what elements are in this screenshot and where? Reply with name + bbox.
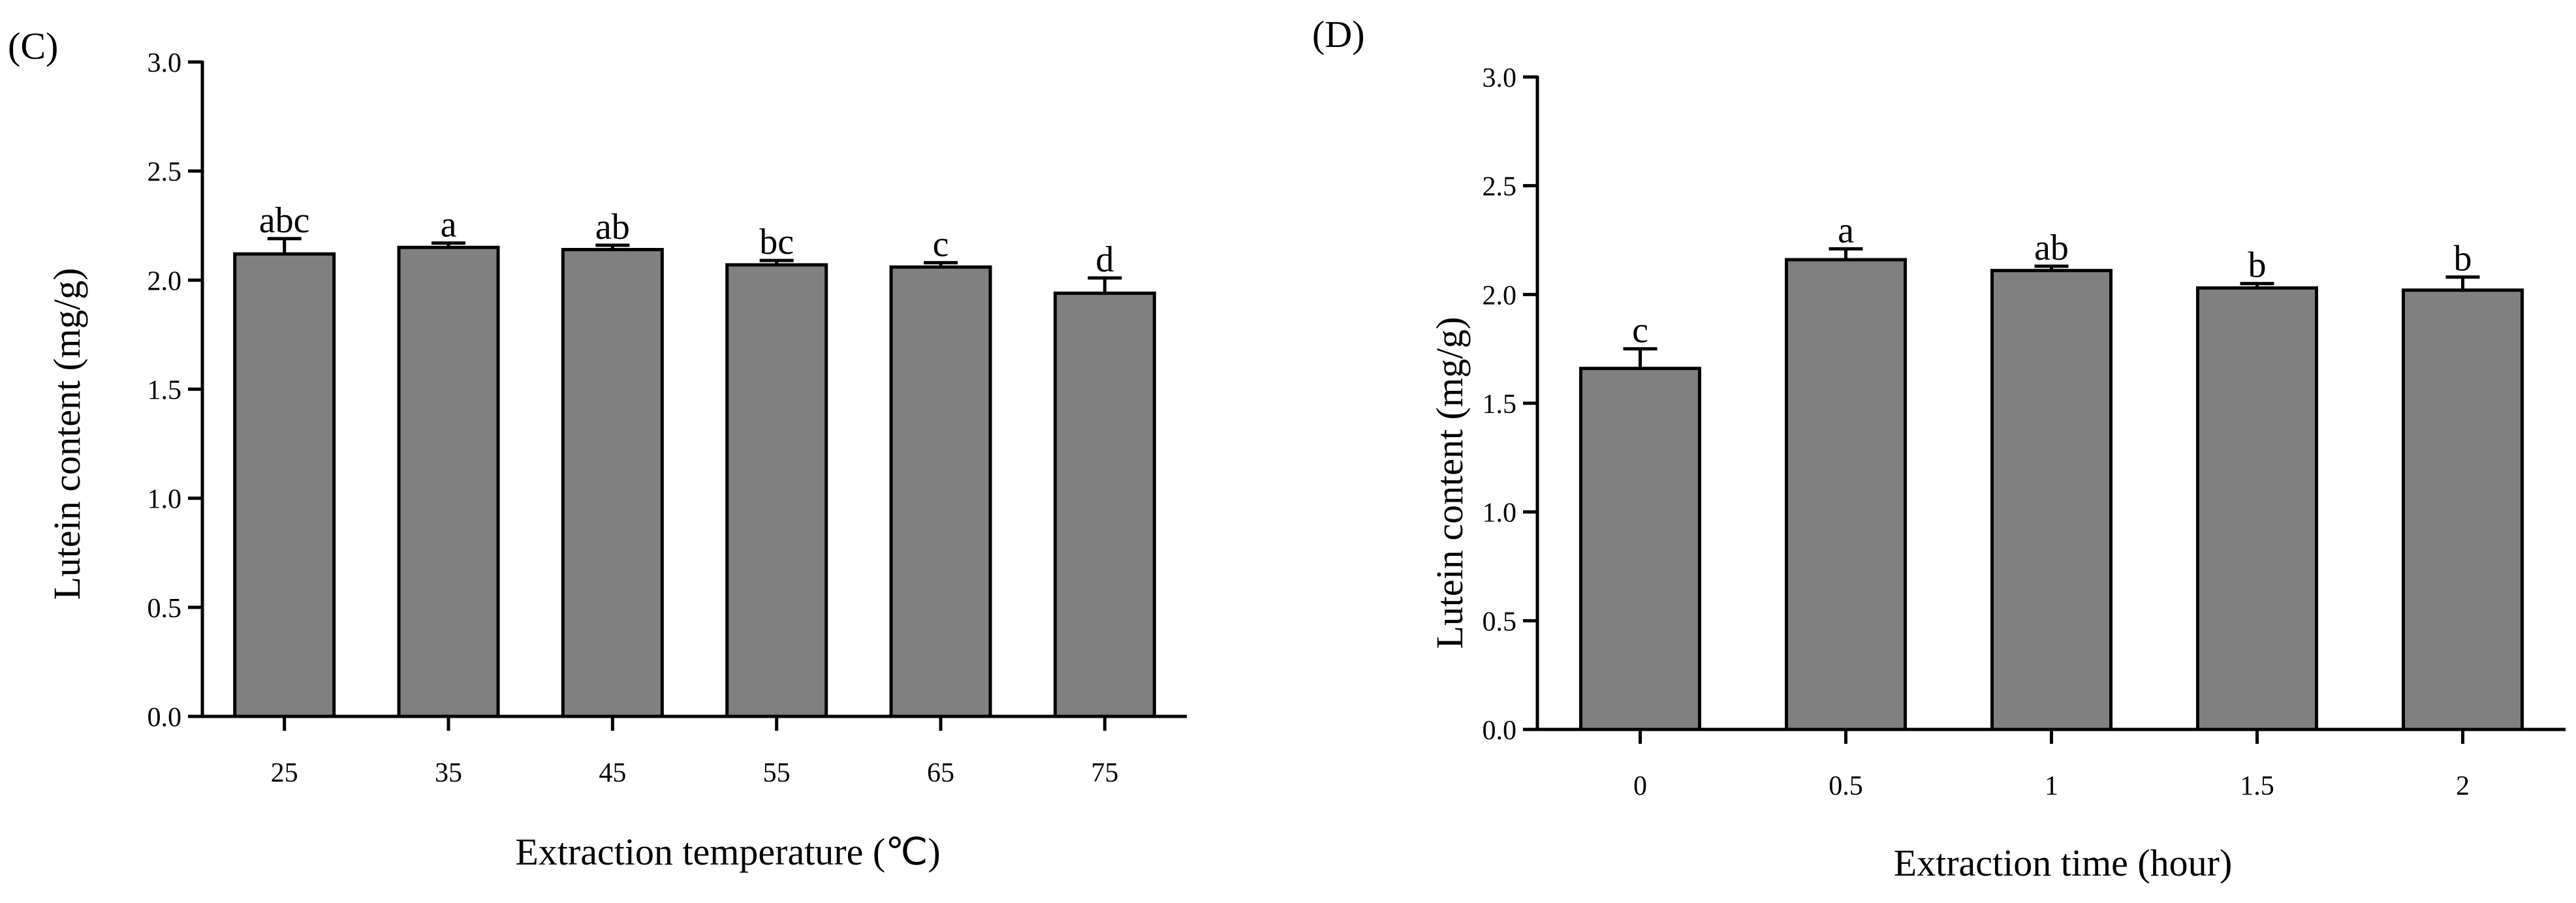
panel-d-x-tick-label-0: 0: [1633, 771, 1647, 801]
panel-c-axes: 25 35 45 55 65 75 0.0 0.5 1.0 1.5 2.0 2.5 3.0: [148, 48, 1187, 788]
panel-d-bar-1: [1785, 258, 1907, 731]
panel-d-axes: 0 0.5 1 1.5 2 0.0 0.5 1.0 1.5 2.0 2.5 3.0: [1483, 63, 2566, 801]
panel-d-y-tick-label-6: 3.0: [1483, 63, 1517, 93]
panel-c-x-tick-label-3: 55: [763, 758, 791, 788]
panel-d-y-tick-label-4: 2.0: [1483, 281, 1517, 311]
panel-c-x-tick-label-1: 35: [435, 758, 462, 788]
panel-c-x-tick-label-0: 25: [271, 758, 298, 788]
panel-c-x-axis-label: Extraction temperature (℃): [515, 831, 940, 873]
panel-d-x-axis-label: Extraction time (hour): [1894, 842, 2233, 884]
panel-d-y-axis-label: Lutein content (mg/g): [1428, 317, 1471, 649]
panel-c-x-tick-label-5: 75: [1091, 758, 1118, 788]
panel-d-significance-4: b: [2454, 239, 2472, 279]
panel-c-y-tick-label-6: 3.0: [148, 48, 182, 78]
panel-c-bar-0: [233, 252, 336, 718]
panel-d-y-tick-label-2: 1.0: [1483, 498, 1517, 528]
panel-d-significance-1: a: [1838, 210, 1854, 251]
panel-c-significance-0: abc: [259, 200, 310, 241]
panel-d-x-tick-label-2: 1: [2045, 771, 2058, 801]
panel-c-y-tick-label-0: 0.0: [148, 703, 182, 733]
panel-c-bar-5: [1053, 291, 1156, 718]
panel-d-y-tick-label-1: 0.5: [1483, 607, 1517, 637]
panel-d-bar-4: [2402, 288, 2524, 731]
panel-c-bar-2: [561, 248, 664, 718]
panel-c-bar-1: [397, 245, 500, 718]
panel-c-y-tick-label-5: 2.5: [148, 157, 182, 187]
panel-d-bar-3: [2196, 286, 2318, 731]
panel-c-y-axis-label: Lutein content (mg/g): [46, 268, 88, 600]
panel-c-bar-3: [725, 263, 828, 718]
panel-c-x-axis-unit: ℃: [885, 831, 928, 873]
panel-d-bar-0: [1579, 367, 1701, 731]
panel-c-significance-1: a: [441, 204, 457, 245]
panel-d-y-tick-label-5: 2.5: [1483, 172, 1517, 202]
panel-c-bars: abc a ab bc c d: [233, 200, 1156, 718]
panel-c-significance-4: c: [933, 224, 949, 265]
panel-c-significance-3: bc: [759, 222, 794, 262]
panel-d-label: (D): [1312, 13, 1365, 55]
panel-c-y-tick-label-1: 0.5: [148, 594, 182, 624]
panel-d-y-tick-label-3: 1.5: [1483, 390, 1517, 420]
panel-d-significance-3: b: [2248, 245, 2267, 286]
panel-d-bars: c a ab b b: [1579, 210, 2524, 731]
panel-c-x-axis-label-close: ): [928, 831, 940, 873]
panel-c-x-tick-label-2: 45: [599, 758, 626, 788]
panel-d-significance-0: c: [1632, 311, 1648, 351]
panel-d-y-tick-label-0: 0.0: [1483, 716, 1517, 746]
panel-c-y-tick-label-4: 2.0: [148, 266, 182, 296]
panel-d-significance-2: ab: [2034, 228, 2069, 268]
panel-c-x-tick-label-4: 65: [927, 758, 954, 788]
panel-d-chart: (D) Lutein content (mg/g) Extraction tim…: [1312, 13, 2566, 884]
panel-d-x-tick-label-3: 1.5: [2240, 771, 2274, 801]
panel-c-label: (C): [8, 25, 58, 67]
panel-c-x-axis-label-text: Extraction temperature (: [515, 831, 885, 873]
panel-c-y-tick-label-3: 1.5: [148, 376, 182, 406]
panel-c-y-tick-label-2: 1.0: [148, 485, 182, 515]
panel-c-chart: (C) Lutein content (mg/g) Extraction tem…: [8, 25, 1187, 873]
panel-c-bar-4: [889, 265, 992, 718]
panel-d-x-tick-label-4: 2: [2456, 771, 2470, 801]
panel-c-significance-5: d: [1095, 239, 1114, 280]
panel-d-x-tick-label-1: 0.5: [1829, 771, 1863, 801]
panel-c-significance-2: ab: [595, 207, 630, 247]
panel-d-bar-2: [1990, 269, 2113, 731]
